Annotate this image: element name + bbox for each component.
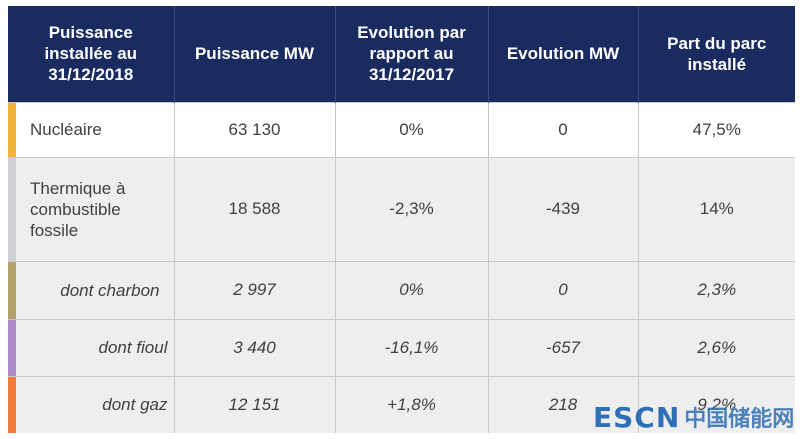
cell-share: 2,6% [638, 318, 795, 376]
cell-share: 47,5% [638, 101, 795, 157]
cell-evolution-percent: +1,8% [335, 375, 489, 433]
table-header: Puissance installée au 31/12/2018 Puissa… [8, 6, 795, 102]
cell-share: 14% [638, 156, 795, 261]
row-color-swatch [8, 102, 16, 157]
row-label: dont fioul [98, 338, 168, 357]
row-color-swatch [8, 157, 16, 261]
table-row-gaz: dont gaz 12 151 +1,8% 218 9,2% [8, 375, 795, 433]
cell-evolution-mw: -439 [488, 156, 639, 261]
cell-evolution-mw: 218 [488, 375, 639, 433]
watermark-chinese: 中国储能网 [684, 407, 795, 432]
header-evolution-percent: Evolution par rapport au 31/12/2017 [335, 6, 489, 102]
cell-capacity-mw: 12 151 [174, 375, 336, 433]
cell-evolution-percent: -2,3% [335, 156, 489, 261]
row-label-cell: Thermique à combustible fossile [8, 156, 175, 261]
cell-evolution-percent: 0% [335, 101, 489, 157]
row-color-swatch [8, 319, 16, 376]
cell-capacity-mw: 63 130 [174, 101, 336, 157]
table-row-charbon: dont charbon 2 997 0% 0 2,3% [8, 260, 795, 319]
header-capacity-mw: Puissance MW [174, 6, 336, 102]
row-label-cell: dont fioul [8, 318, 175, 376]
header-installed-capacity-date: Puissance installée au 31/12/2018 [8, 6, 175, 102]
cell-evolution-mw: 0 [488, 260, 639, 319]
table-row-thermique: Thermique à combustible fossile 18 588 -… [8, 156, 795, 261]
row-label: Nucléaire [30, 120, 102, 139]
cell-evolution-mw: -657 [488, 318, 639, 376]
row-label-cell: Nucléaire [8, 101, 175, 157]
row-label: dont charbon [60, 280, 160, 300]
escn-watermark-logo: ESCN 中国储能网 [593, 400, 794, 434]
header-share-of-fleet: Part du parc installé [638, 6, 795, 102]
row-label: Thermique à combustible fossile [30, 178, 126, 240]
cell-share: 9,2% [638, 375, 795, 433]
table-row-fioul: dont fioul 3 440 -16,1% -657 2,6% [8, 318, 795, 376]
header-evolution-mw: Evolution MW [488, 6, 639, 102]
cell-capacity-mw: 18 588 [174, 156, 336, 261]
cell-share: 2,3% [638, 260, 795, 319]
row-color-swatch [8, 261, 16, 319]
row-color-swatch [8, 376, 16, 433]
cell-capacity-mw: 3 440 [174, 318, 336, 376]
installed-capacity-table: Puissance installée au 31/12/2018 Puissa… [8, 6, 795, 433]
cell-evolution-percent: 0% [335, 260, 489, 319]
cell-capacity-mw: 2 997 [174, 260, 336, 319]
row-label: dont gaz [102, 395, 168, 415]
row-label-cell: dont charbon [8, 260, 175, 319]
cell-evolution-percent: -16,1% [335, 318, 489, 376]
watermark-latin: ESCN [593, 400, 681, 434]
cell-evolution-mw: 0 [488, 101, 639, 157]
row-label-cell: dont gaz [8, 375, 175, 433]
table-row-nucleaire: Nucléaire 63 130 0% 0 47,5% [8, 101, 795, 157]
